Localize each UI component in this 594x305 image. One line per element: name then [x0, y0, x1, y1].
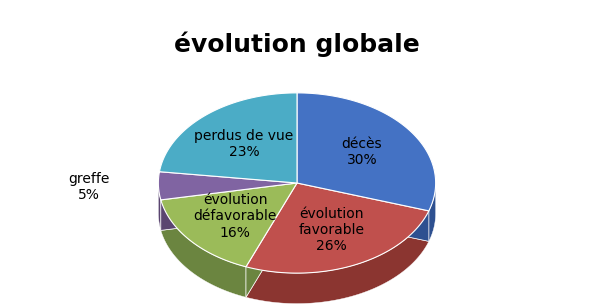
- Text: évolution
défavorable
16%: évolution défavorable 16%: [194, 193, 277, 239]
- Polygon shape: [297, 183, 429, 241]
- Text: greffe
5%: greffe 5%: [68, 172, 110, 202]
- Polygon shape: [429, 183, 435, 241]
- Polygon shape: [161, 200, 246, 297]
- Text: perdus de vue
23%: perdus de vue 23%: [194, 129, 293, 159]
- Polygon shape: [159, 183, 161, 230]
- Text: évolution
favorable
26%: évolution favorable 26%: [298, 207, 364, 253]
- Polygon shape: [161, 183, 297, 230]
- Polygon shape: [161, 183, 297, 230]
- Polygon shape: [246, 183, 297, 297]
- Polygon shape: [246, 183, 429, 273]
- Polygon shape: [297, 93, 435, 211]
- Polygon shape: [246, 183, 297, 297]
- Text: décès
30%: décès 30%: [342, 137, 383, 167]
- Text: évolution globale: évolution globale: [174, 32, 420, 57]
- Polygon shape: [297, 183, 429, 241]
- Polygon shape: [159, 172, 297, 200]
- Polygon shape: [246, 211, 429, 303]
- Polygon shape: [159, 93, 297, 183]
- Polygon shape: [161, 183, 297, 267]
